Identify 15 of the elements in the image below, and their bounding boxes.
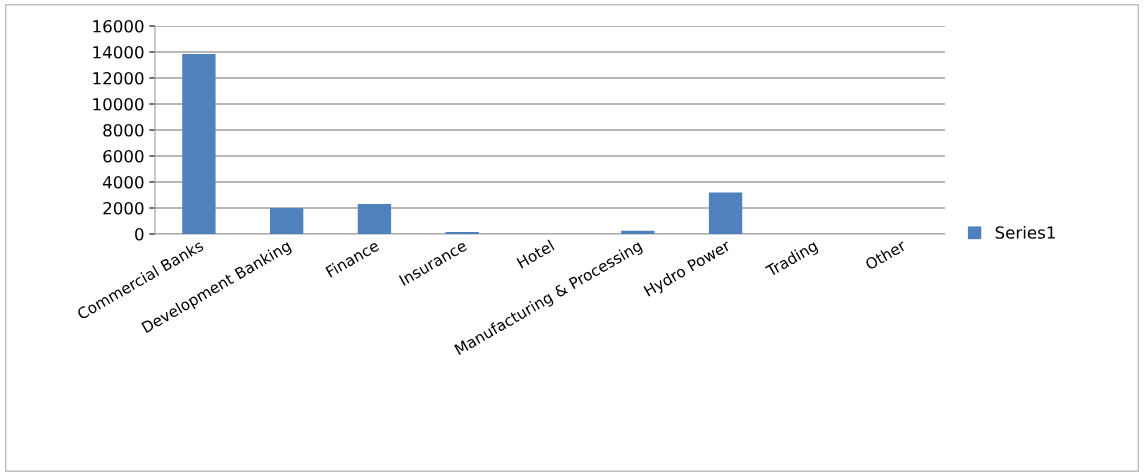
y-tick-label: 12000 xyxy=(93,71,144,85)
y-tick-label: 6000 xyxy=(103,149,144,163)
y-tick-label: 14000 xyxy=(93,45,144,59)
y-tick-label: 0 xyxy=(135,227,144,241)
bar xyxy=(708,192,743,234)
bar xyxy=(357,204,392,234)
y-tick-label: 2000 xyxy=(103,201,144,215)
y-tick-label: 10000 xyxy=(93,97,144,111)
y-tick-label: 4000 xyxy=(102,175,144,189)
bar xyxy=(182,53,216,234)
legend-label: Series1 xyxy=(995,225,1055,239)
y-tick-label: 8000 xyxy=(103,123,144,137)
y-tick-label: 16000 xyxy=(93,19,144,33)
bar xyxy=(269,208,304,234)
bar xyxy=(621,230,655,234)
